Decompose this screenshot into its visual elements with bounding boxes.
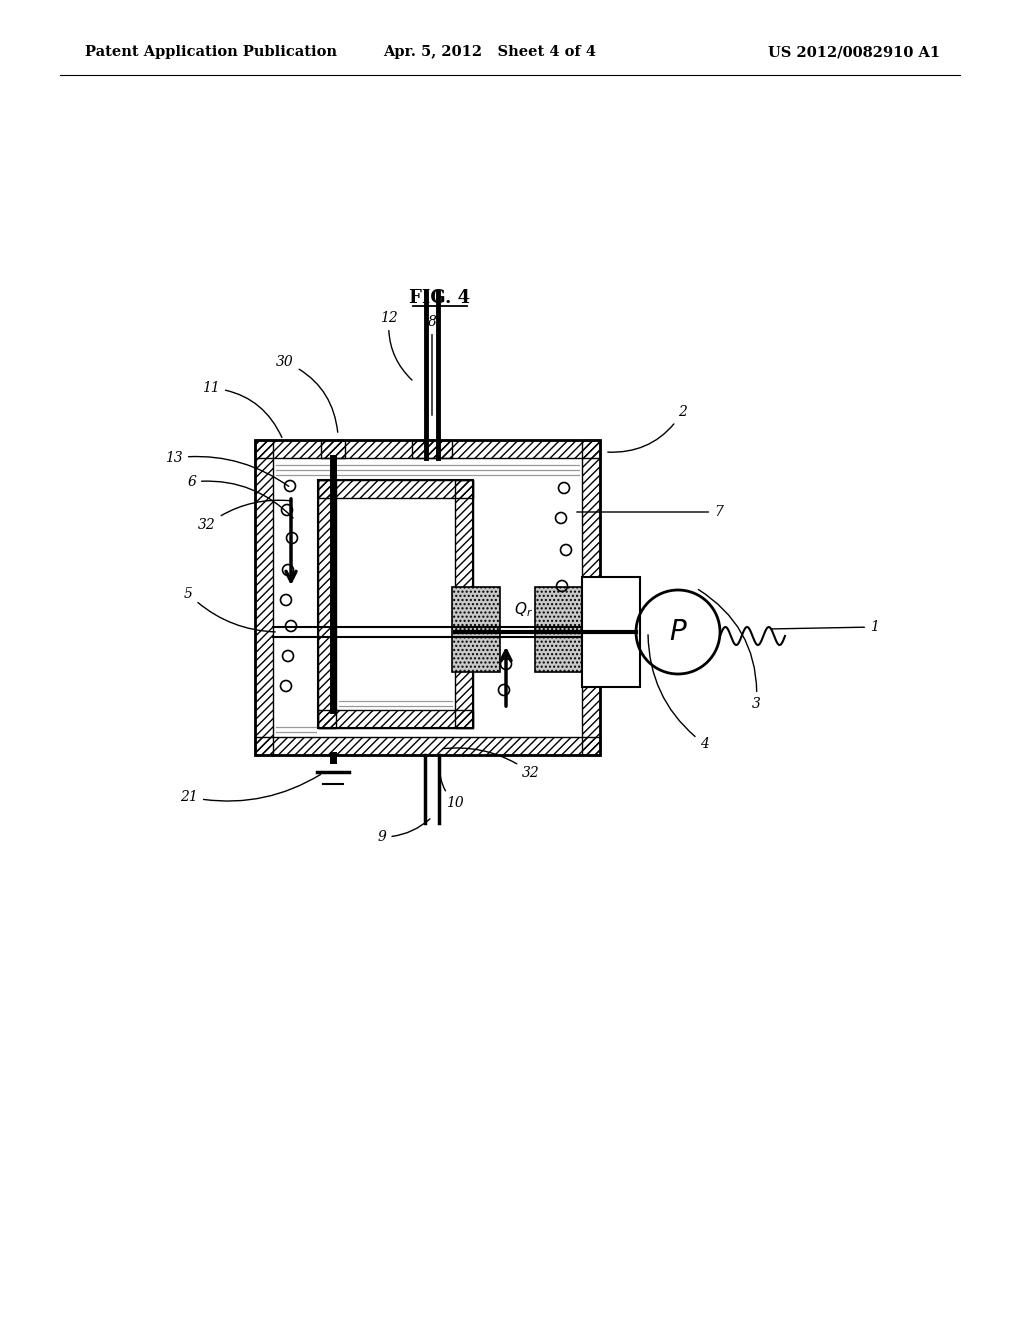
Bar: [535, 587, 583, 672]
Text: Apr. 5, 2012   Sheet 4 of 4: Apr. 5, 2012 Sheet 4 of 4: [384, 45, 597, 59]
Bar: [318, 710, 473, 729]
Text: $Q_r$: $Q_r$: [514, 601, 532, 619]
Text: 32: 32: [442, 748, 540, 780]
Bar: [452, 587, 500, 672]
Text: 5: 5: [184, 587, 275, 632]
Text: 13: 13: [165, 451, 289, 486]
Text: 9: 9: [378, 818, 430, 843]
Text: 2: 2: [608, 405, 687, 453]
Text: 1: 1: [771, 620, 879, 634]
Text: 21: 21: [180, 775, 321, 804]
Text: 30: 30: [276, 355, 338, 432]
Text: 10: 10: [439, 763, 464, 810]
Text: 32: 32: [199, 500, 290, 532]
Text: 11: 11: [203, 381, 282, 437]
Bar: [318, 480, 473, 498]
Text: 4: 4: [648, 635, 709, 751]
Bar: [321, 440, 345, 458]
Bar: [273, 458, 582, 737]
Bar: [255, 440, 600, 458]
Text: 12: 12: [380, 312, 412, 380]
Text: FIG. 4: FIG. 4: [410, 289, 471, 308]
Bar: [336, 498, 455, 710]
Text: Patent Application Publication: Patent Application Publication: [85, 45, 337, 59]
Bar: [255, 440, 273, 755]
Text: $P$: $P$: [669, 619, 687, 645]
Text: 3: 3: [698, 590, 761, 711]
Bar: [318, 480, 336, 729]
Bar: [582, 577, 640, 686]
Bar: [255, 737, 600, 755]
Bar: [318, 480, 473, 729]
Text: 7: 7: [577, 506, 723, 519]
Bar: [582, 440, 600, 755]
Text: 6: 6: [187, 475, 293, 517]
Bar: [255, 440, 600, 755]
Bar: [455, 480, 473, 729]
Text: US 2012/0082910 A1: US 2012/0082910 A1: [768, 45, 940, 59]
Bar: [412, 440, 452, 458]
Text: 8: 8: [428, 315, 436, 416]
